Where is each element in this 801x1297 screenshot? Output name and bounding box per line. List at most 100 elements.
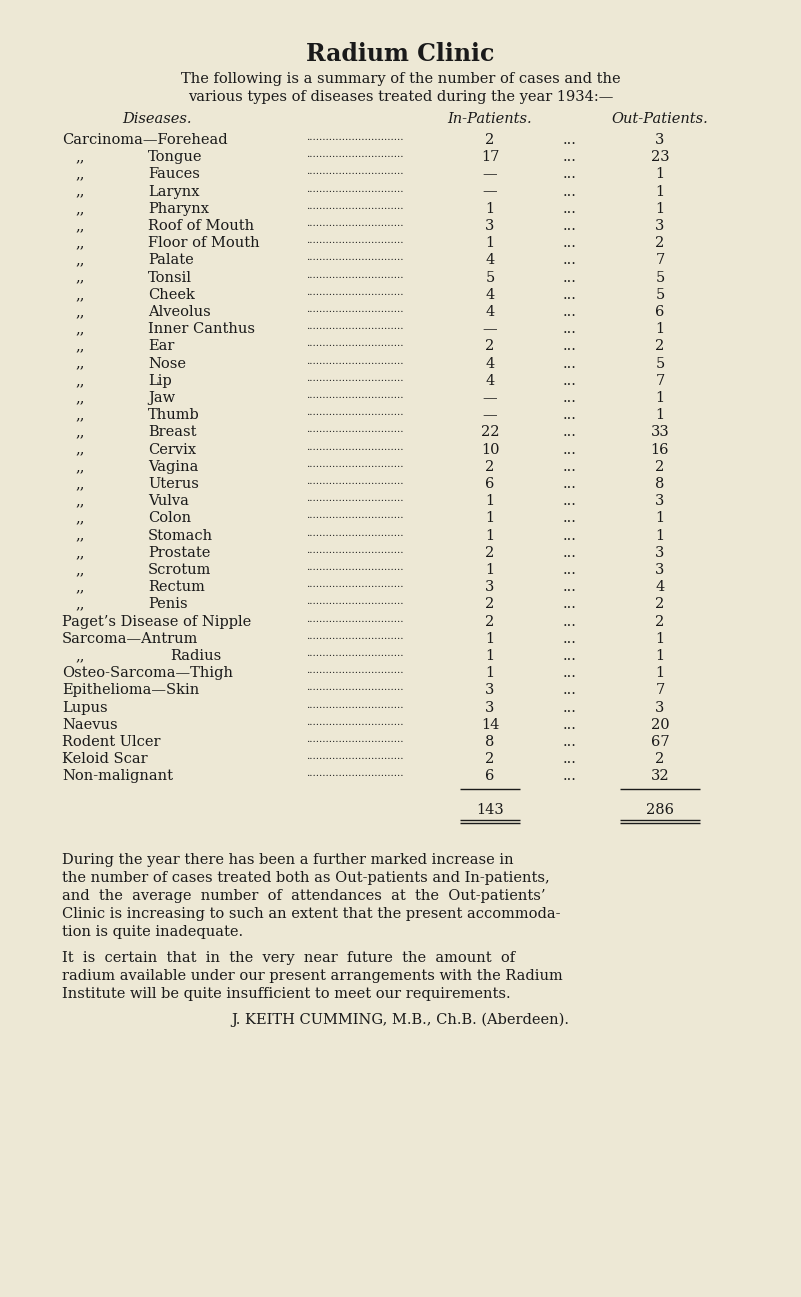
Text: ...: ... [563, 546, 577, 560]
Text: Rectum: Rectum [148, 580, 205, 594]
Text: 6: 6 [655, 305, 665, 319]
Text: Jaw: Jaw [148, 390, 175, 405]
Text: ..............................: .............................. [306, 288, 404, 297]
Text: Alveolus: Alveolus [148, 305, 211, 319]
Text: 2: 2 [655, 598, 665, 611]
Text: ...: ... [563, 477, 577, 492]
Text: 33: 33 [650, 425, 670, 440]
Text: 1: 1 [655, 529, 665, 542]
Text: Ear: Ear [148, 340, 175, 353]
Text: Radius: Radius [170, 648, 221, 663]
Text: ...: ... [563, 271, 577, 284]
Text: ...: ... [563, 494, 577, 508]
Text: ...: ... [563, 357, 577, 371]
Text: ..............................: .............................. [306, 253, 404, 262]
Text: ...: ... [563, 288, 577, 302]
Text: 8: 8 [485, 735, 495, 748]
Text: 3: 3 [655, 219, 665, 233]
Text: 6: 6 [485, 769, 495, 783]
Text: 3: 3 [655, 546, 665, 560]
Text: 7: 7 [655, 253, 665, 267]
Text: 3: 3 [485, 219, 495, 233]
Text: 2: 2 [485, 340, 495, 353]
Text: Larynx: Larynx [148, 184, 199, 198]
Text: 1: 1 [655, 667, 665, 680]
Text: 5: 5 [655, 271, 665, 284]
Text: 6: 6 [485, 477, 495, 492]
Text: 2: 2 [655, 615, 665, 629]
Text: 4: 4 [485, 288, 495, 302]
Text: ...: ... [563, 184, 577, 198]
Text: Epithelioma—Skin: Epithelioma—Skin [62, 684, 199, 698]
Text: Sarcoma—Antrum: Sarcoma—Antrum [62, 632, 199, 646]
Text: 2: 2 [485, 546, 495, 560]
Text: ...: ... [563, 684, 577, 698]
Text: ,,: ,, [75, 184, 84, 198]
Text: 3: 3 [655, 134, 665, 147]
Text: ..............................: .............................. [306, 374, 404, 383]
Text: ...: ... [563, 563, 577, 577]
Text: 1: 1 [655, 648, 665, 663]
Text: ..............................: .............................. [306, 494, 404, 503]
Text: 2: 2 [485, 598, 495, 611]
Text: J. KEITH CUMMING, M.B., Ch.B. (Aberdeen).: J. KEITH CUMMING, M.B., Ch.B. (Aberdeen)… [231, 1013, 570, 1027]
Text: 3: 3 [485, 580, 495, 594]
Text: 1: 1 [485, 511, 494, 525]
Text: ..............................: .............................. [306, 648, 404, 658]
Text: ...: ... [563, 442, 577, 457]
Text: ..............................: .............................. [306, 752, 404, 761]
Text: Vagina: Vagina [148, 460, 199, 473]
Text: ,,: ,, [75, 305, 84, 319]
Text: 20: 20 [650, 717, 670, 732]
Text: ,,: ,, [75, 460, 84, 473]
Text: ...: ... [563, 236, 577, 250]
Text: —: — [483, 390, 497, 405]
Text: ..............................: .............................. [306, 735, 404, 744]
Text: 286: 286 [646, 803, 674, 817]
Text: Lip: Lip [148, 374, 171, 388]
Text: ..............................: .............................. [306, 150, 404, 160]
Text: 2: 2 [485, 134, 495, 147]
Text: —: — [483, 184, 497, 198]
Text: radium available under our present arrangements with the Radium: radium available under our present arran… [62, 969, 563, 983]
Text: ..............................: .............................. [306, 615, 404, 624]
Text: ..............................: .............................. [306, 563, 404, 572]
Text: ...: ... [563, 648, 577, 663]
Text: 2: 2 [485, 460, 495, 473]
Text: ,,: ,, [75, 425, 84, 440]
Text: Cervix: Cervix [148, 442, 196, 457]
Text: ...: ... [563, 425, 577, 440]
Text: ...: ... [563, 717, 577, 732]
Text: ...: ... [563, 667, 577, 680]
Text: ..............................: .............................. [306, 700, 404, 709]
Text: ...: ... [563, 322, 577, 336]
Text: Breast: Breast [148, 425, 196, 440]
Text: ...: ... [563, 150, 577, 165]
Text: ...: ... [563, 700, 577, 715]
Text: Palate: Palate [148, 253, 194, 267]
Text: ..............................: .............................. [306, 632, 404, 641]
Text: Tonsil: Tonsil [148, 271, 192, 284]
Text: 10: 10 [481, 442, 499, 457]
Text: 143: 143 [476, 803, 504, 817]
Text: 1: 1 [655, 184, 665, 198]
Text: Paget’s Disease of Nipple: Paget’s Disease of Nipple [62, 615, 252, 629]
Text: ,,: ,, [75, 477, 84, 492]
Text: ,,: ,, [75, 529, 84, 542]
Text: 5: 5 [655, 288, 665, 302]
Text: ..............................: .............................. [306, 305, 404, 314]
Text: ,,: ,, [75, 288, 84, 302]
Text: ,,: ,, [75, 580, 84, 594]
Text: ,,: ,, [75, 648, 84, 663]
Text: ..............................: .............................. [306, 134, 404, 141]
Text: 16: 16 [650, 442, 670, 457]
Text: ...: ... [563, 632, 577, 646]
Text: ,,: ,, [75, 271, 84, 284]
Text: Clinic is increasing to such an extent that the present accommoda-: Clinic is increasing to such an extent t… [62, 907, 561, 921]
Text: ..............................: .............................. [306, 667, 404, 676]
Text: and  the  average  number  of  attendances  at  the  Out-patients’: and the average number of attendances at… [62, 888, 545, 903]
Text: ...: ... [563, 374, 577, 388]
Text: various types of diseases treated during the year 1934:—: various types of diseases treated during… [187, 89, 614, 104]
Text: ..............................: .............................. [306, 409, 404, 418]
Text: ,,: ,, [75, 167, 84, 182]
